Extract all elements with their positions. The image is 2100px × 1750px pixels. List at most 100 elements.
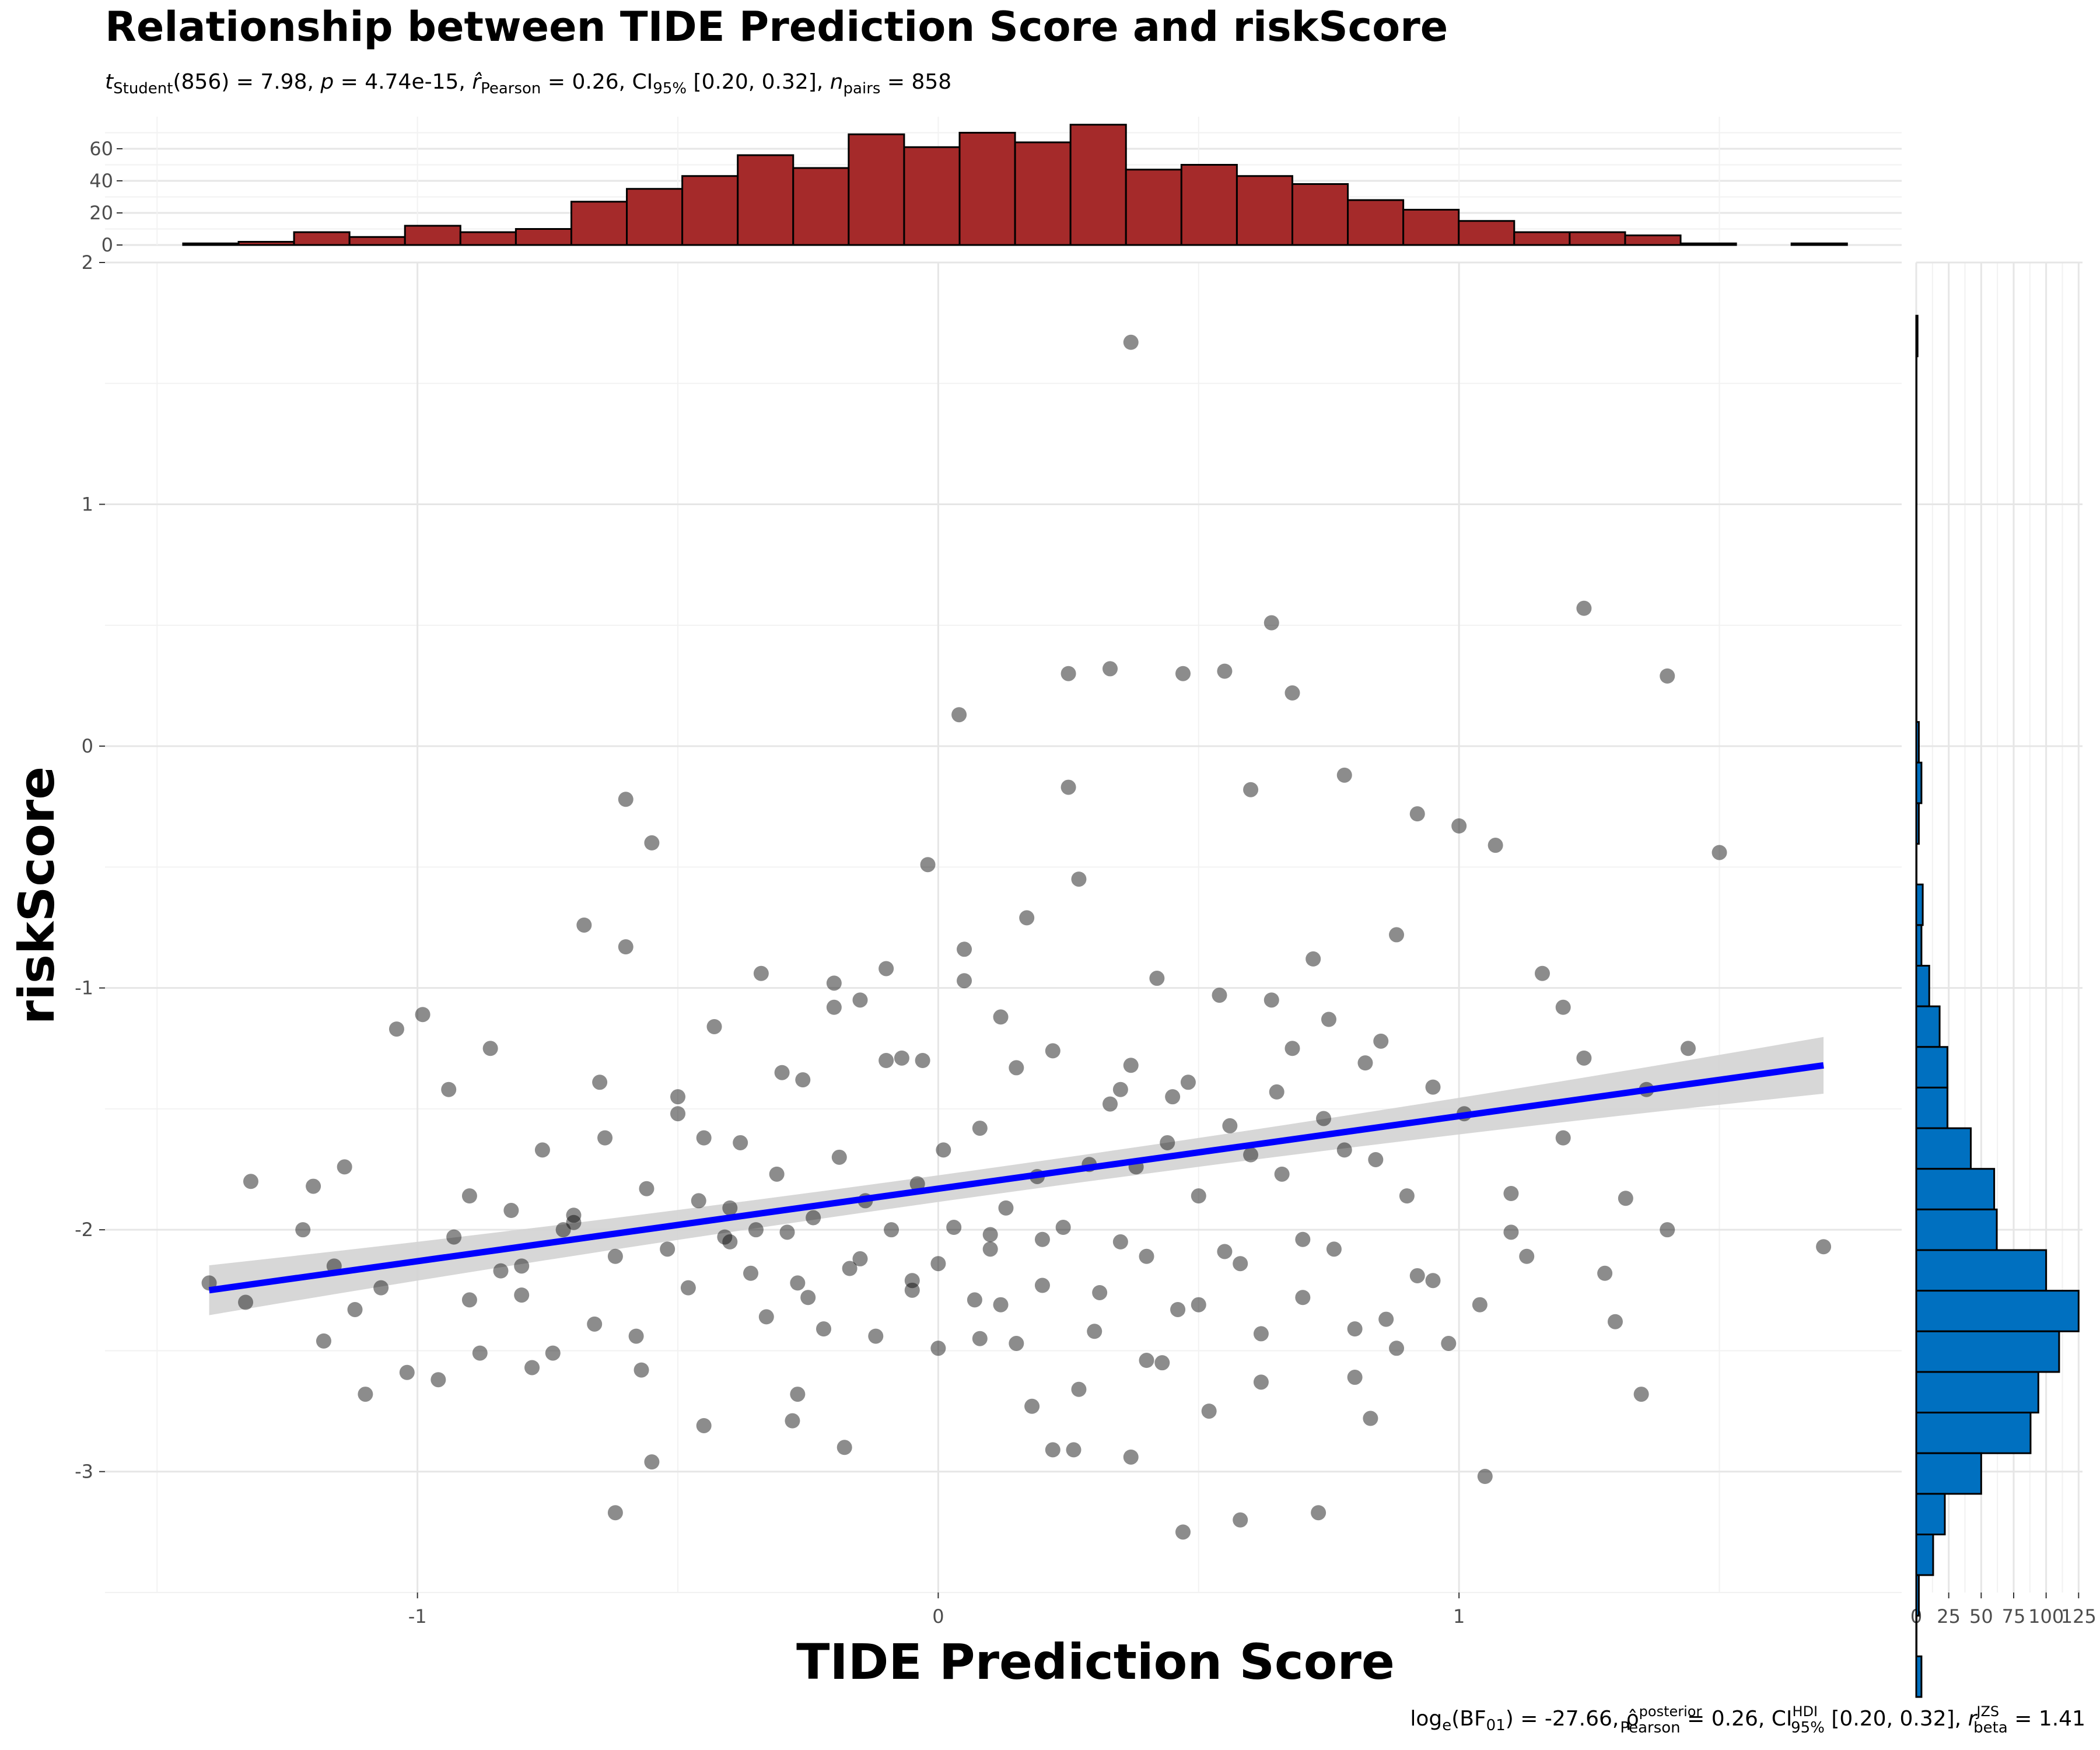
caption-r: r: [1968, 1707, 1978, 1731]
scatter-point: [1503, 1224, 1519, 1240]
scatter-point: [644, 835, 660, 850]
right-hist-bar: [1915, 1493, 1946, 1536]
right-hist-bar: [1915, 639, 1917, 682]
scatter-point: [972, 1331, 988, 1346]
scatter-point: [1399, 1188, 1415, 1204]
right-hist-bar: [1915, 477, 1917, 520]
scatter-point: [1306, 951, 1321, 967]
scatter-point: [576, 917, 592, 933]
scatter-point: [769, 1166, 785, 1182]
right-hist-bar: [1915, 1574, 1920, 1617]
scatter-point: [748, 1222, 764, 1238]
scatter-point: [920, 857, 936, 873]
scatter-point: [743, 1265, 759, 1281]
top-hist-bar: [737, 154, 794, 246]
scatter-point: [1660, 668, 1675, 684]
scatter-point: [1175, 666, 1191, 681]
y-tick-label: 0: [82, 735, 93, 757]
subtitle-n-sub: pairs: [844, 80, 881, 97]
scatter-point: [993, 1009, 1009, 1025]
scatter-point: [1503, 1186, 1519, 1201]
subtitle-t-sub: Student: [113, 80, 173, 97]
top-hist-bar: [1014, 141, 1072, 246]
scatter-point: [951, 707, 967, 723]
caption-bf-sub: 01: [1486, 1717, 1506, 1734]
scatter-point: [482, 1041, 498, 1056]
regression-line: [208, 1062, 1824, 1294]
caption-log: log: [1410, 1707, 1442, 1731]
right-hist-tick-label: 100: [2028, 1605, 2064, 1628]
scatter-point: [1217, 1244, 1233, 1259]
scatter-point: [998, 1200, 1014, 1216]
scatter-point: [1425, 1079, 1441, 1095]
scatter-point: [1555, 1130, 1571, 1146]
top-marginal-histogram: 0 20 40 60: [89, 117, 1902, 256]
scatter-point: [628, 1328, 644, 1344]
scatter-point: [1357, 1055, 1373, 1071]
scatter-point: [1165, 1089, 1181, 1105]
right-hist-bar: [1915, 761, 1923, 804]
scatter-point: [1071, 1381, 1087, 1397]
scatter-point: [514, 1287, 530, 1303]
scatter-point: [1123, 1449, 1139, 1465]
scatter-point: [852, 992, 868, 1008]
scatter-point: [1576, 1050, 1592, 1066]
scatter-point: [306, 1178, 321, 1194]
x-tick-label: 1: [1453, 1605, 1465, 1628]
scatter-point: [904, 1282, 920, 1298]
scatter-point: [1488, 838, 1503, 853]
top-hist-bar: [1569, 231, 1626, 246]
scatter-point: [909, 1176, 925, 1192]
scatter-point: [1154, 1355, 1170, 1371]
right-hist-bar: [1915, 1534, 1934, 1576]
scatter-point: [1712, 845, 1727, 860]
scatter-point: [1212, 988, 1227, 1003]
scatter-point: [670, 1089, 686, 1105]
top-hist-bar: [459, 231, 517, 246]
scatter-point: [1102, 661, 1118, 677]
scatter-point: [1217, 663, 1233, 679]
top-hist-bar: [958, 132, 1016, 246]
top-hist-bar: [570, 201, 628, 246]
scatter-point: [1477, 1469, 1493, 1485]
top-hist-tick-label: 60: [89, 138, 113, 160]
scatter-point: [1071, 872, 1087, 887]
right-hist-bar: [1915, 1330, 2060, 1373]
scatter-point: [1222, 1118, 1238, 1133]
scatter-point: [1253, 1374, 1269, 1390]
scatter-point: [1009, 1336, 1024, 1352]
top-hist-bar: [1624, 235, 1682, 246]
scatter-point: [1055, 1220, 1071, 1236]
right-hist-bar: [1915, 1290, 2080, 1332]
y-tick-label: 1: [82, 494, 93, 516]
scatter-point: [545, 1345, 561, 1361]
scatter-point: [1284, 685, 1300, 701]
scatter-point: [831, 1149, 847, 1165]
top-hist-bar: [1402, 209, 1460, 246]
right-hist-bar: [1915, 314, 1919, 358]
scatter-point: [1389, 927, 1405, 943]
scatter-point: [1102, 1096, 1118, 1112]
subtitle-n: n: [830, 70, 844, 94]
scatter-point: [566, 1208, 582, 1223]
scatter-point: [696, 1418, 712, 1433]
scatter-point: [795, 1072, 811, 1088]
scatter-point: [993, 1297, 1009, 1312]
axis-tick-labels: -1 0 1 -3 -2 -1 0 1 2: [75, 251, 1465, 1628]
subtitle-r: r̂: [472, 70, 482, 94]
scatter-point: [1284, 1041, 1300, 1056]
scatter-point: [878, 1053, 894, 1068]
caption-r-sub: beta: [1973, 1719, 2008, 1737]
right-hist-bar: [1915, 1371, 2039, 1414]
scatter-point: [836, 1440, 852, 1455]
scatter-point: [1378, 1311, 1394, 1327]
scatter-point: [1425, 1273, 1441, 1289]
subtitle-p: p: [320, 70, 334, 94]
scatter-point: [670, 1106, 686, 1122]
top-hist-bar: [404, 225, 461, 246]
right-hist-bar: [1915, 924, 1923, 967]
scatter-point: [982, 1227, 998, 1242]
scatter-point: [1160, 1135, 1175, 1150]
subtitle-ci-sub: 95%: [653, 80, 687, 97]
scatter-point: [524, 1360, 540, 1376]
